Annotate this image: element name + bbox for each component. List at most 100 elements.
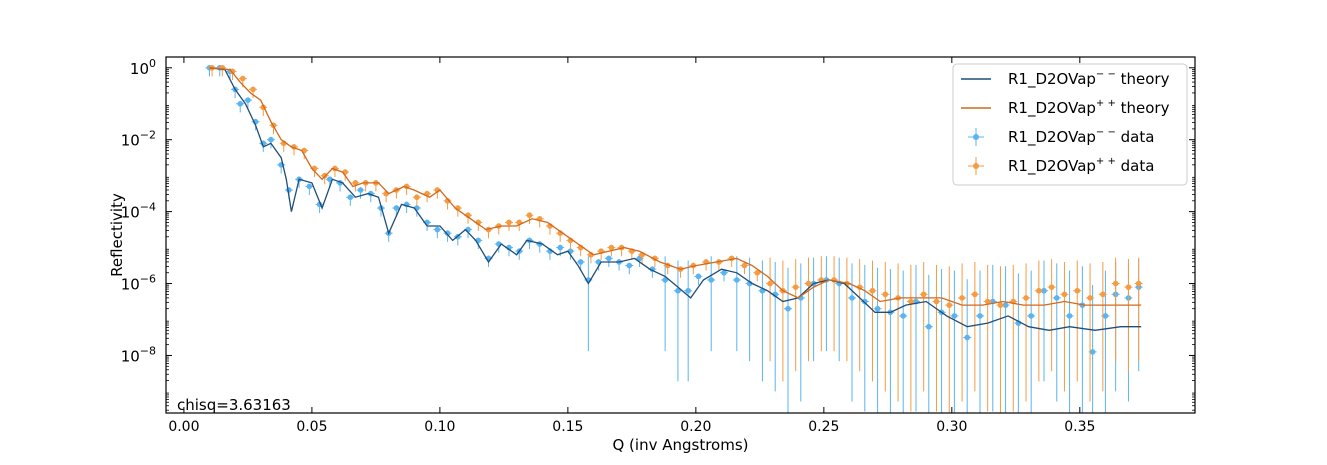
data-point — [608, 244, 615, 251]
y-tick-label: 10−2 — [121, 129, 156, 150]
data-point — [767, 280, 773, 287]
data-point — [874, 305, 881, 312]
data-point — [245, 97, 251, 103]
data-point — [1028, 313, 1034, 319]
data-point — [1102, 313, 1109, 319]
y-tick-label: 10−8 — [121, 344, 156, 365]
data-point — [869, 287, 876, 294]
data-point — [792, 284, 799, 290]
data-point — [357, 187, 364, 193]
data-point — [626, 262, 633, 269]
data-point — [946, 302, 953, 308]
data-point — [347, 194, 354, 201]
data-point — [1135, 280, 1142, 287]
data-point — [785, 305, 791, 312]
data-point — [997, 302, 1004, 308]
data-point — [1100, 291, 1106, 298]
data-point — [229, 68, 236, 75]
x-tick-label: 0.20 — [680, 419, 711, 435]
data-point — [708, 277, 715, 283]
data-point — [577, 259, 584, 265]
data-point — [675, 287, 681, 294]
data-point — [964, 334, 970, 341]
legend-entry: R1_D2OVap− − theory — [1008, 69, 1170, 89]
x-axis-label: Q (inv Angstroms) — [612, 436, 748, 454]
data-point — [414, 194, 420, 201]
data-point — [444, 198, 451, 204]
data-point — [352, 180, 359, 186]
data-point — [685, 287, 691, 294]
chisq-annotation: chisq=3.63163 — [177, 396, 291, 414]
y-tick-label: 10−4 — [121, 201, 156, 222]
data-point — [1048, 284, 1055, 290]
x-tick-label: 0.05 — [296, 419, 327, 435]
x-axis: 0.00 0.05 0.10 0.15 0.20 0.25 0.30 0.35 — [168, 57, 1095, 435]
data-point — [925, 323, 932, 330]
legend-entry: R1_D2OVap− − data — [1008, 127, 1154, 147]
data-point — [557, 244, 563, 251]
data-point — [849, 295, 855, 301]
data-point — [506, 219, 512, 226]
legend-entry: R1_D2OVap+ + theory — [1008, 98, 1170, 118]
data-point — [882, 291, 889, 298]
data-point — [1002, 302, 1009, 308]
legend-marker-swatch — [973, 134, 979, 140]
data-point — [268, 136, 274, 143]
data-point — [1023, 295, 1029, 301]
data-point — [754, 269, 761, 276]
legend-marker-swatch — [973, 163, 979, 169]
legend-entry: R1_D2OVap+ + data — [1008, 156, 1154, 176]
x-tick-label: 0.15 — [552, 419, 583, 435]
data-point — [984, 298, 991, 305]
data-point — [861, 298, 868, 305]
data-point — [741, 262, 748, 269]
data-point — [721, 269, 727, 276]
data-point — [434, 226, 441, 233]
data-point — [1066, 313, 1073, 319]
data-point — [972, 291, 978, 298]
data-point — [933, 298, 940, 305]
x-tick-label: 0.35 — [1064, 419, 1095, 435]
x-tick-label: 0.30 — [936, 419, 967, 435]
data-point — [920, 291, 927, 298]
data-point — [1112, 280, 1119, 287]
y-axis-label: Reflectivity — [108, 193, 126, 277]
data-point — [250, 86, 256, 93]
data-point — [805, 280, 812, 287]
data-point — [606, 255, 612, 262]
data-point — [951, 313, 958, 319]
data-point — [977, 313, 983, 319]
data-point — [526, 212, 533, 219]
x-tick-label: 0.00 — [168, 419, 199, 435]
data-point — [900, 313, 906, 319]
y-tick-label: 10−6 — [121, 273, 156, 294]
data-point — [1074, 287, 1081, 294]
data-point — [734, 277, 740, 283]
data-point — [959, 295, 965, 301]
data-point — [695, 273, 702, 280]
data-point — [1125, 284, 1132, 290]
legend-box — [952, 63, 1188, 186]
data-point — [1061, 291, 1068, 298]
data-point — [1036, 287, 1042, 294]
data-point — [306, 183, 313, 190]
data-point — [239, 75, 246, 82]
data-point — [237, 100, 244, 107]
data-point — [1041, 287, 1047, 294]
data-point — [908, 298, 914, 305]
x-tick-label: 0.25 — [808, 419, 839, 435]
y-axis: 100 10−2 10−4 10−6 10−8 — [121, 57, 1195, 411]
x-tick-label: 0.10 — [424, 419, 455, 435]
data-point — [393, 205, 400, 211]
data-point — [1053, 295, 1060, 301]
data-point — [444, 230, 451, 237]
theory-line — [209, 67, 1142, 306]
data-point — [662, 277, 668, 283]
data-point — [1089, 349, 1096, 355]
data-point — [1087, 295, 1093, 301]
legend: R1_D2OVap− − theory R1_D2OVap+ + theory R1… — [952, 63, 1188, 186]
theory-line — [209, 67, 1142, 331]
axes-frame — [165, 56, 1196, 414]
y-tick-label: 100 — [130, 57, 156, 78]
